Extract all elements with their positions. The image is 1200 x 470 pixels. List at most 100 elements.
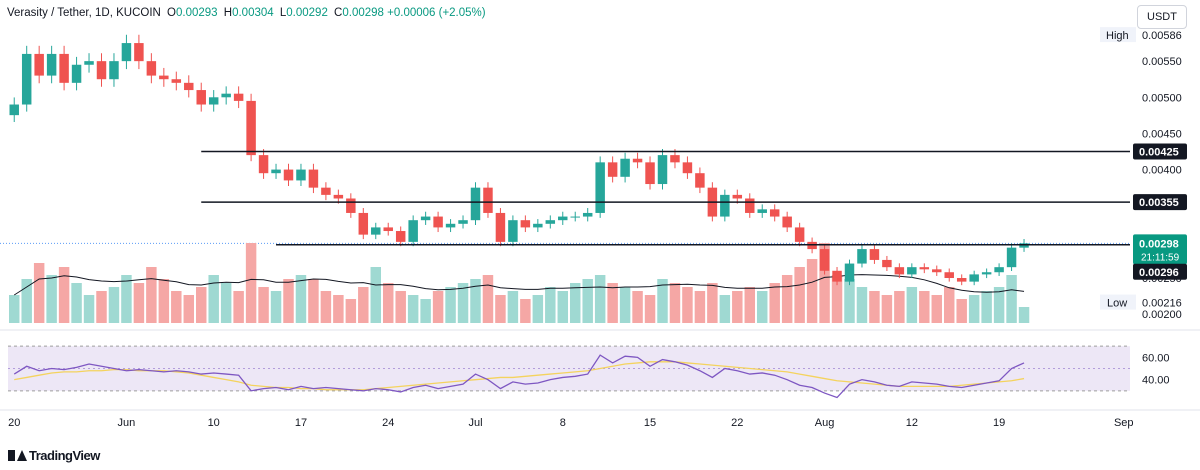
price-tick-label: 0.00500 bbox=[1142, 92, 1182, 104]
volume-bar bbox=[844, 279, 855, 323]
volume-bar bbox=[931, 295, 943, 323]
tradingview-logo[interactable]: TradingView bbox=[8, 448, 100, 463]
volume-bar bbox=[744, 287, 756, 323]
price-tick-label: 0.00200 bbox=[1142, 309, 1182, 321]
volume-bar bbox=[320, 291, 332, 323]
volume-bar bbox=[358, 287, 369, 323]
volume-bar bbox=[295, 275, 307, 323]
volume-bar bbox=[8, 295, 20, 323]
candle bbox=[570, 216, 580, 218]
volume-bar bbox=[432, 291, 444, 323]
price-tick-label: 0.00586 bbox=[1142, 30, 1182, 42]
last-price-badge bbox=[1133, 234, 1187, 265]
rsi-tick-label: 40.00 bbox=[1142, 375, 1170, 387]
candle bbox=[420, 216, 431, 221]
candle bbox=[520, 220, 531, 228]
time-tick-label: Jun bbox=[118, 417, 136, 429]
low-label-box bbox=[1100, 294, 1136, 310]
volume-bar bbox=[657, 279, 668, 323]
candle bbox=[84, 61, 94, 65]
volume-bar bbox=[46, 275, 57, 323]
high-label: High bbox=[1106, 30, 1129, 42]
candle bbox=[445, 223, 456, 228]
volume-bar bbox=[894, 291, 905, 323]
candle bbox=[769, 209, 780, 217]
time-tick-label: 17 bbox=[295, 417, 307, 429]
candle bbox=[321, 187, 331, 195]
volume-bar bbox=[208, 275, 219, 323]
candle bbox=[9, 104, 19, 116]
volume-bar bbox=[669, 283, 681, 323]
candle bbox=[732, 194, 743, 199]
change-value: +0.00006 (+2.05%) bbox=[387, 7, 486, 19]
volume-bar bbox=[420, 299, 431, 323]
candle bbox=[221, 93, 231, 98]
open-value: 0.00293 bbox=[175, 7, 218, 19]
currency-unit-button[interactable]: USDT bbox=[1137, 5, 1187, 29]
volume-bar bbox=[732, 291, 743, 323]
volume-bar bbox=[1018, 307, 1030, 323]
volume-bar bbox=[370, 267, 382, 323]
candle bbox=[333, 194, 344, 199]
volume-bar bbox=[819, 243, 830, 323]
volume-bar bbox=[183, 295, 195, 323]
candle bbox=[59, 53, 69, 83]
candle bbox=[869, 249, 880, 260]
volume-bar bbox=[171, 291, 182, 323]
low-label: Low bbox=[1107, 298, 1127, 310]
candle bbox=[358, 212, 369, 235]
volume-bar bbox=[83, 295, 95, 323]
candle bbox=[483, 187, 493, 213]
candle bbox=[146, 61, 157, 76]
close-value: 0.00298 bbox=[342, 7, 384, 19]
low-value: 0.00292 bbox=[286, 7, 328, 19]
candle bbox=[346, 198, 356, 213]
candle bbox=[208, 97, 219, 105]
volume-bar bbox=[270, 291, 282, 323]
volume-bar bbox=[569, 283, 581, 323]
high-value: 0.00304 bbox=[232, 7, 274, 19]
volume-bar bbox=[794, 267, 805, 323]
volume-bar bbox=[158, 279, 170, 323]
volume-bar bbox=[906, 287, 918, 323]
candle bbox=[271, 169, 281, 174]
volume-bar bbox=[557, 291, 569, 323]
price-tick-label: 0.00400 bbox=[1142, 165, 1182, 177]
last-price-label: 0.00298 bbox=[1139, 238, 1179, 250]
candle bbox=[607, 162, 618, 177]
time-tick-label: Jul bbox=[468, 417, 482, 429]
level-badge bbox=[1133, 263, 1187, 280]
volume-bar bbox=[33, 263, 45, 323]
volume-bar bbox=[495, 295, 506, 323]
candle bbox=[981, 272, 992, 275]
volume-bar bbox=[258, 287, 269, 323]
volume-bar bbox=[943, 287, 955, 323]
volume-bar bbox=[382, 283, 394, 323]
volume-bar bbox=[831, 275, 843, 323]
candle bbox=[533, 223, 543, 228]
candle bbox=[695, 173, 705, 188]
rsi-line bbox=[13, 354, 1025, 399]
candle bbox=[632, 158, 643, 163]
volume-bar bbox=[781, 275, 793, 323]
candle bbox=[458, 220, 468, 224]
candle bbox=[582, 212, 593, 217]
time-tick-label: 22 bbox=[731, 417, 743, 429]
tradingview-icon bbox=[8, 450, 27, 461]
volume-bar bbox=[283, 279, 294, 323]
chart-header: Verasity / Tether, 1D, KUCOIN O0.00293 H… bbox=[7, 7, 486, 19]
candle bbox=[894, 267, 905, 275]
volume-bar bbox=[956, 299, 967, 323]
volume-bar bbox=[133, 283, 145, 323]
price-tick-label: 0.00450 bbox=[1142, 128, 1182, 140]
candle bbox=[782, 216, 792, 228]
rsi-tick-label: 60.00 bbox=[1142, 352, 1170, 364]
candle bbox=[620, 158, 630, 177]
volume-bar bbox=[644, 295, 656, 323]
candle bbox=[21, 53, 32, 105]
volume-bar bbox=[482, 275, 494, 323]
volume-bar bbox=[881, 295, 893, 323]
level-label: 0.00296 bbox=[1139, 267, 1179, 279]
volume-bar bbox=[445, 287, 456, 323]
